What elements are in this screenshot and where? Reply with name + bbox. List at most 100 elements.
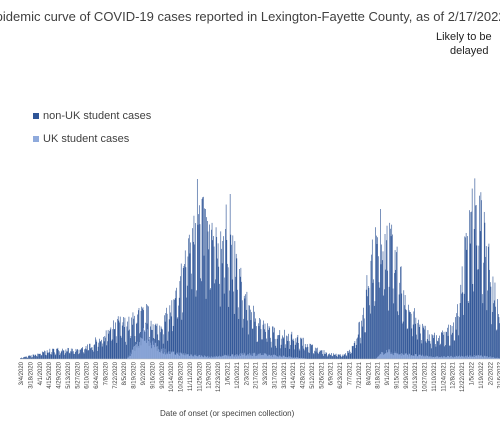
bar-non-uk [89,343,90,359]
x-tick-label: 10/28/2020 [179,361,185,392]
bar-uk [200,356,201,359]
bar-non-uk [406,310,407,359]
bar-uk [426,355,428,359]
bar-uk [181,353,183,359]
bar-non-uk [209,224,210,359]
bar-non-uk [463,293,465,359]
bar-non-uk [62,350,64,359]
bar-uk [398,354,399,359]
bar-uk [214,356,216,359]
bar-non-uk [80,349,81,359]
bar-non-uk [31,357,33,359]
bar-uk [282,357,283,359]
bar-non-uk [38,353,39,359]
bar-non-uk [392,288,394,359]
bar-uk [466,355,468,359]
bar-uk [424,356,425,359]
bar-non-uk [97,350,98,359]
bar-uk [215,357,216,359]
bar-uk [388,351,390,359]
bar-uk [284,356,286,359]
bar-uk [223,355,225,359]
bar-non-uk [282,335,283,359]
bar-uk [475,355,476,359]
bar-non-uk [269,327,271,359]
bar-uk [208,357,210,359]
bar-non-uk [339,353,341,359]
bar-non-uk [178,305,179,359]
bar-uk [215,355,217,359]
bar-uk [248,356,250,359]
bar-uk [288,356,290,359]
bar-non-uk [111,340,112,359]
bar-uk [422,354,423,359]
bar-non-uk [189,253,191,359]
bar-uk [473,355,475,359]
bar-non-uk [424,325,426,359]
bar-non-uk [353,343,355,359]
bar-non-uk [420,333,421,359]
bar-uk [495,357,497,359]
bar-non-uk [243,295,245,359]
bar-non-uk [290,334,292,359]
bar-uk [190,354,191,359]
bar-non-uk [260,319,261,359]
x-tick-label: 9/1/2021 [385,361,391,385]
bar-uk [402,353,403,359]
bar-uk [138,347,140,359]
bar-uk [425,356,427,359]
bar-non-uk [220,231,222,359]
bar-non-uk [283,338,285,359]
bar-non-uk [495,306,496,359]
bar-non-uk [411,328,413,359]
bar-uk [396,353,397,359]
bar-uk [412,355,414,359]
bar-non-uk [422,327,424,359]
bar-non-uk [454,340,456,359]
bar-non-uk [20,358,21,359]
bar-uk [432,356,434,359]
bar-non-uk [36,355,37,359]
bar-uk [455,357,456,359]
bar-non-uk [459,303,461,359]
bar-non-uk [357,337,358,359]
legend-label-uk: UK student cases [43,133,130,145]
bar-uk [192,356,194,359]
x-tick-label: 8/18/2021 [376,361,382,388]
bar-non-uk [365,332,366,359]
bar-non-uk [356,338,358,359]
bar-non-uk [67,347,69,359]
bar-uk [144,340,145,359]
bar-uk [243,354,244,359]
bar-non-uk [410,312,411,359]
bar-non-uk [223,236,224,359]
bar-non-uk [123,317,124,359]
bar-uk [213,356,214,359]
bar-non-uk [227,267,229,359]
bar-non-uk [133,315,135,359]
bar-non-uk [62,348,63,359]
bar-uk [419,354,421,359]
bar-uk [273,354,275,359]
bar-non-uk [209,289,211,359]
bar-non-uk [407,328,409,359]
bar-uk [407,354,409,359]
bar-uk [175,355,177,359]
bar-uk [176,352,177,359]
bar-uk [434,356,436,359]
bar-non-uk [79,349,81,359]
bar-non-uk [479,195,480,359]
bar-uk [447,355,448,359]
bar-non-uk [58,350,59,359]
bar-non-uk [85,346,87,359]
bar-uk [253,352,255,359]
bar-non-uk [383,295,384,359]
bar-non-uk [355,348,356,359]
bar-non-uk [232,235,234,359]
bar-uk [449,356,451,359]
bar-non-uk [357,334,359,359]
bar-non-uk [22,358,23,359]
bar-uk [131,354,132,359]
bar-uk [147,329,149,359]
bar-non-uk [355,344,357,359]
